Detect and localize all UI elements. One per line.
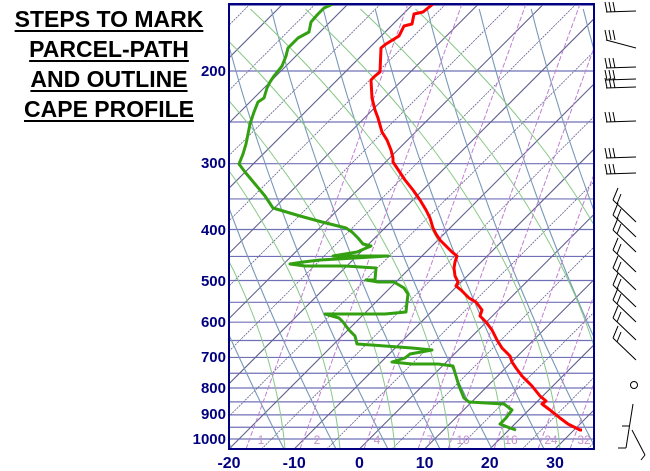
x-tick-label: -20 — [217, 455, 240, 471]
wind-barb — [604, 163, 637, 175]
wind-barb — [604, 69, 637, 81]
y-tick-label: 800 — [201, 380, 226, 397]
y-tick-label: 900 — [201, 406, 226, 423]
wind-barb — [612, 255, 637, 291]
wind-barb — [604, 111, 637, 123]
title-line-4: CAPE PROFILE — [24, 96, 194, 122]
title-line-2: PARCEL-PATH — [29, 36, 189, 62]
calm-wind-circle — [630, 381, 638, 389]
mixing-ratio-label: 24 — [544, 433, 558, 447]
mixing-ratio-label: 10 — [456, 433, 470, 447]
wind-barb — [612, 187, 637, 223]
y-tick-label: 700 — [201, 349, 226, 366]
mixing-ratio-label: 7 — [427, 433, 434, 447]
chart-title: STEPS TO MARK PARCEL-PATH AND OUTLINE CA… — [4, 4, 214, 124]
y-tick-label: 600 — [201, 314, 226, 331]
grid-lines — [229, 4, 594, 449]
y-tick-label: 1000 — [193, 431, 226, 448]
mixing-ratio-label: 16 — [504, 433, 518, 447]
mixing-ratio-label: 4 — [374, 433, 381, 447]
wind-barb — [612, 217, 637, 253]
wind-barb — [612, 305, 637, 341]
mixing-ratio-label: 1 — [258, 433, 265, 447]
x-tick-label: 10 — [416, 455, 434, 471]
title-line-3: AND OUTLINE — [30, 66, 188, 92]
wind-barb — [612, 287, 637, 323]
x-tick-label: 0 — [355, 455, 364, 471]
x-tick-label: -10 — [283, 455, 306, 471]
dewpoint-trace — [237, 4, 517, 432]
y-tick-label: 500 — [201, 273, 226, 290]
y-tick-label: 200 — [201, 63, 226, 80]
sounding-traces — [237, 4, 582, 432]
wind-barb — [612, 202, 637, 238]
mixing-ratio-label: 2 — [314, 433, 321, 447]
mixing-ratio-labels: 1 2 4 7 10 16 24 32 — [258, 433, 591, 447]
wind-barb — [618, 403, 634, 449]
pressure-axis-labels: 200 300 400 500 600 700 800 900 1000 — [193, 63, 226, 448]
title-line-1: STEPS TO MARK — [14, 6, 204, 32]
wind-barbs — [604, 1, 646, 461]
wind-barb — [612, 237, 637, 273]
wind-barb — [604, 77, 637, 89]
wind-barb — [612, 272, 637, 308]
temperature-axis-labels: -20 -10 0 10 20 30 — [217, 455, 564, 471]
x-tick-label: 20 — [481, 455, 499, 471]
wind-barb — [604, 147, 637, 159]
y-tick-label: 300 — [201, 155, 226, 172]
plot-frame — [228, 3, 595, 450]
x-tick-label: 30 — [546, 455, 564, 471]
temperature-trace — [369, 4, 582, 432]
wind-barb — [604, 1, 637, 13]
wind-barb — [604, 57, 637, 69]
wind-barb — [631, 429, 646, 461]
wind-barb — [612, 325, 637, 361]
mixing-ratio-label: 32 — [577, 433, 591, 447]
y-tick-label: 400 — [201, 222, 226, 239]
wind-barb — [604, 29, 637, 49]
